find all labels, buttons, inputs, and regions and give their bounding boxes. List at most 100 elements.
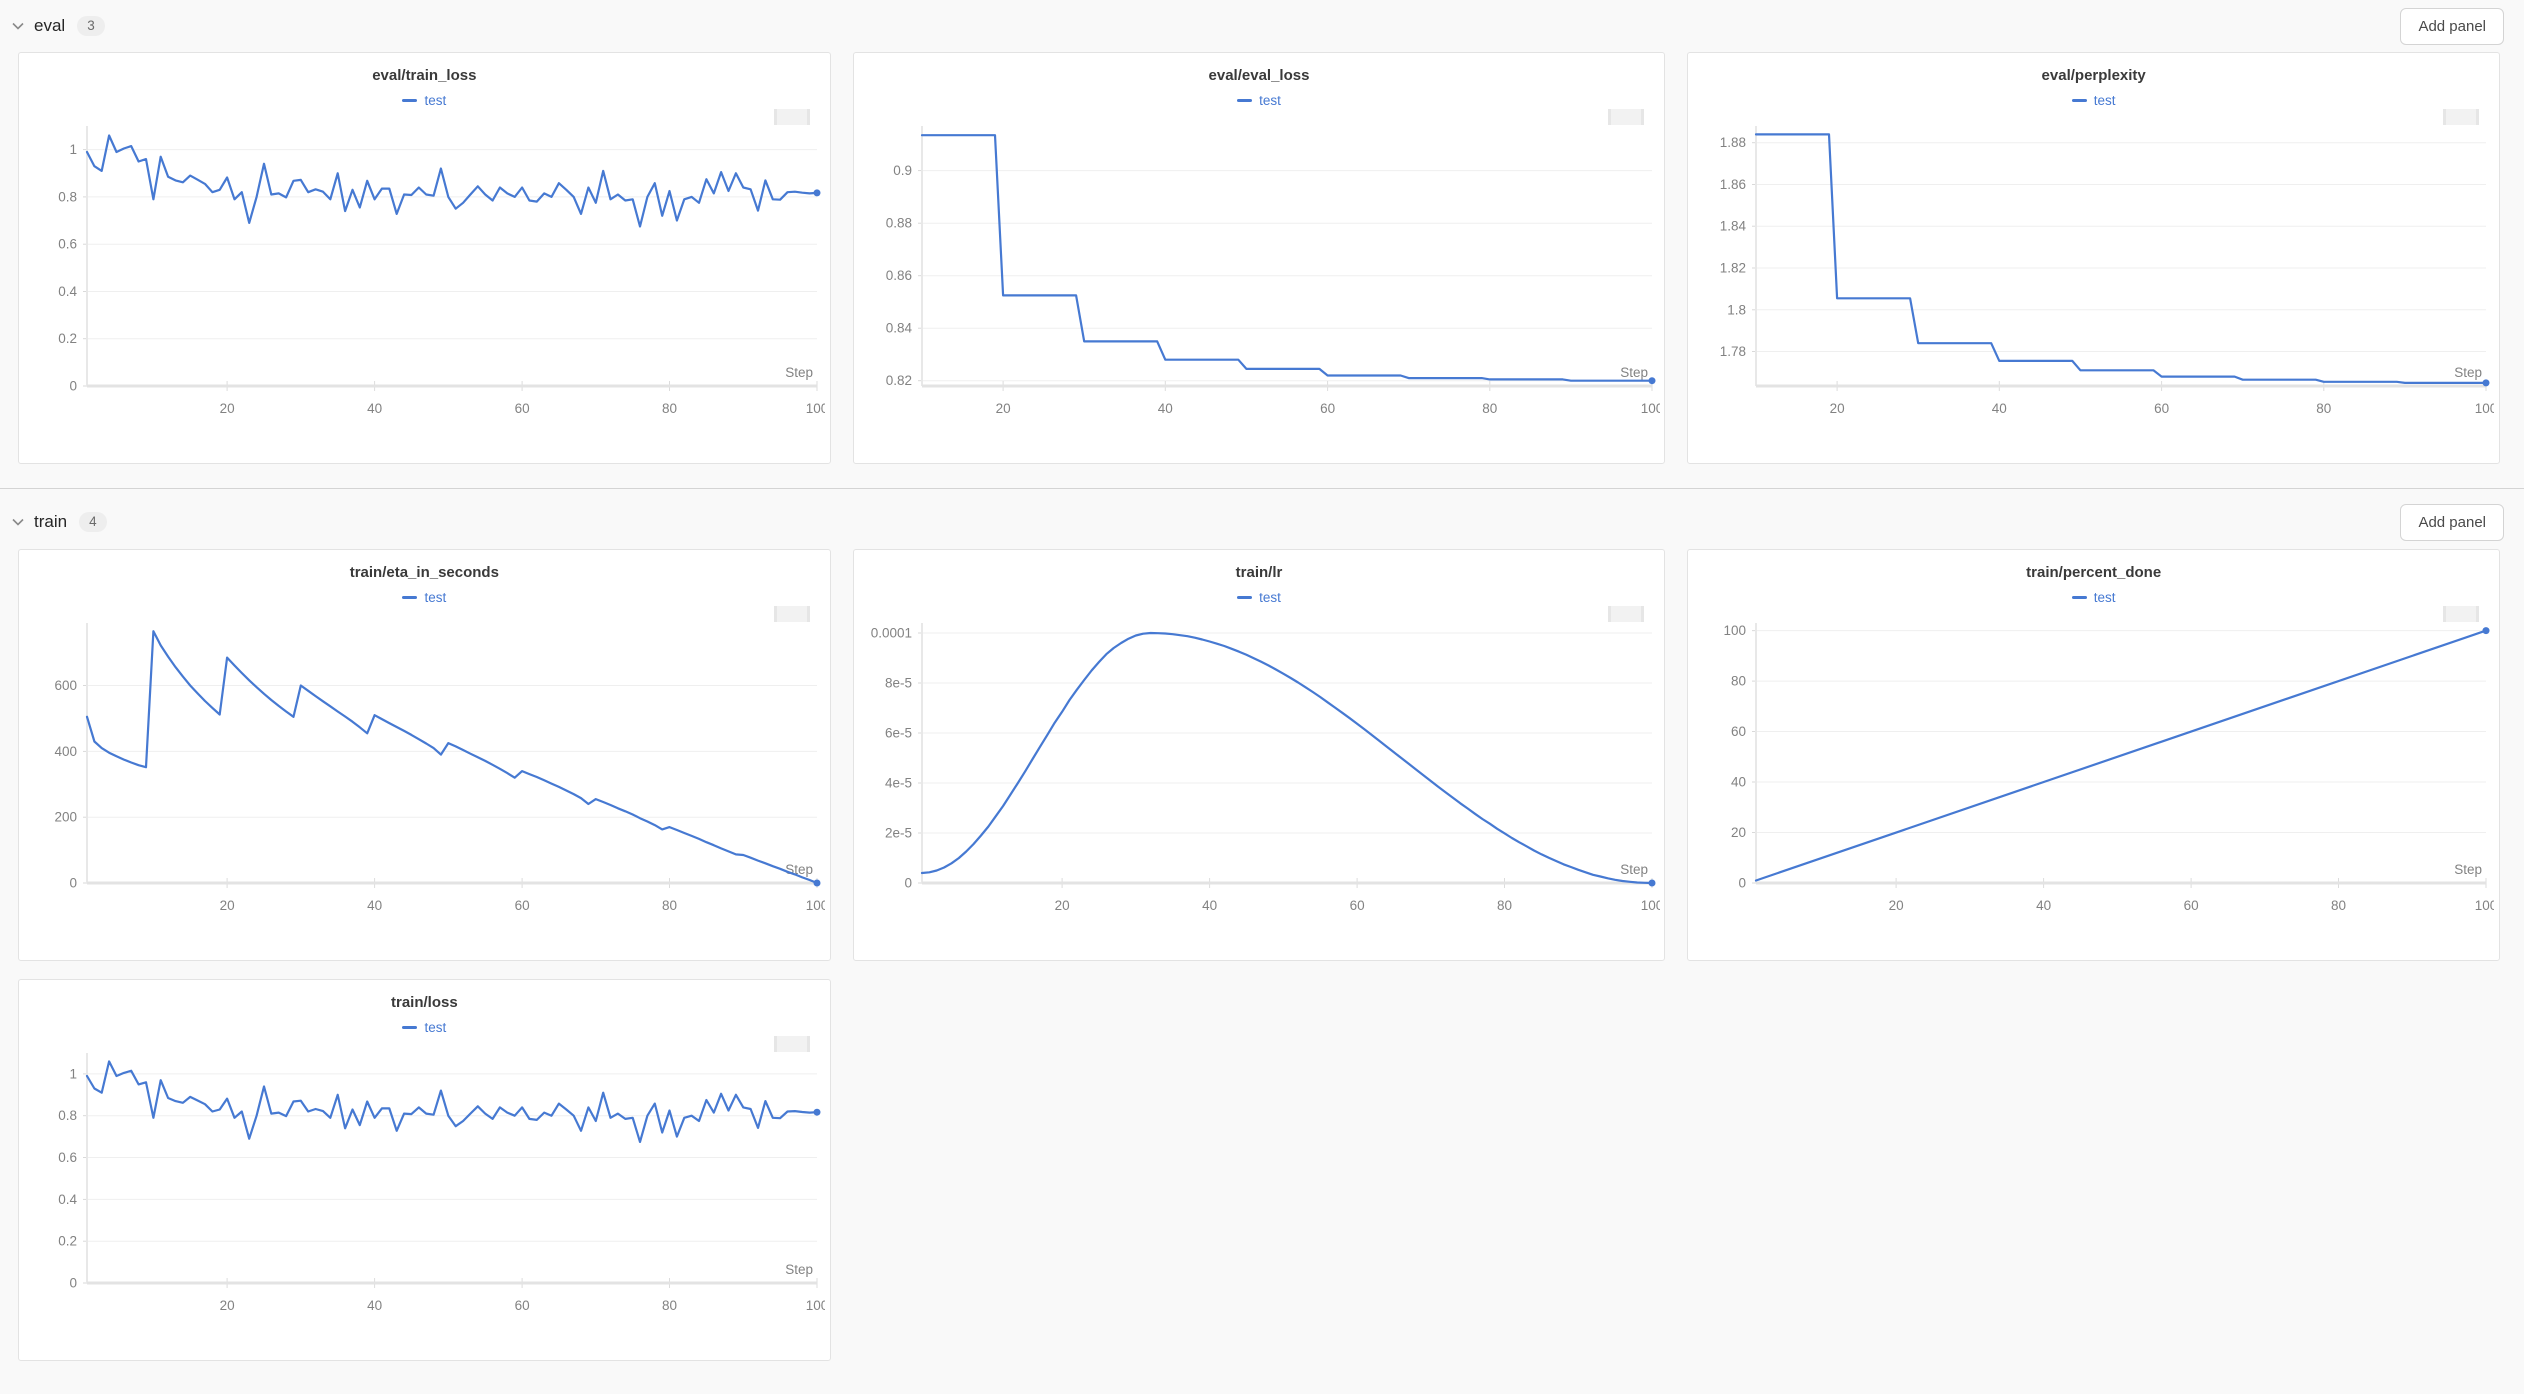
svg-text:40: 40 — [367, 1298, 382, 1313]
panel-hover-actions[interactable] — [2443, 109, 2479, 125]
svg-text:Step: Step — [2455, 365, 2483, 380]
svg-text:0.0001: 0.0001 — [870, 626, 911, 641]
svg-text:80: 80 — [1482, 401, 1497, 416]
svg-text:80: 80 — [2331, 898, 2346, 913]
legend-run-label: test — [2093, 590, 2116, 605]
svg-text:0.88: 0.88 — [885, 216, 911, 231]
svg-text:0.86: 0.86 — [885, 268, 911, 283]
svg-text:40: 40 — [1992, 401, 2007, 416]
chevron-down-icon[interactable] — [10, 18, 26, 34]
chart-title: eval/train_loss — [372, 67, 477, 84]
svg-text:20: 20 — [1731, 825, 1746, 840]
chart-panel: train/percent_done test 0 20 40 60 80 100 20 40… — [1687, 549, 2500, 961]
svg-text:80: 80 — [2317, 401, 2332, 416]
svg-text:Step: Step — [785, 1262, 813, 1277]
svg-text:60: 60 — [1349, 898, 1364, 913]
line-chart[interactable]: 0 20 40 60 80 100 20 40 60 80 100 Step — [1694, 611, 2494, 935]
svg-text:100: 100 — [806, 401, 825, 416]
section-header-train: train 4 Add panel — [0, 489, 2524, 549]
line-chart[interactable]: 0 2e-5 4e-5 6e-5 8e-5 0.0001 20 40 60 80 100 Step — [860, 611, 1660, 935]
legend-line-swatch — [2071, 98, 2087, 103]
svg-text:1.82: 1.82 — [1720, 261, 1746, 276]
add-panel-button[interactable]: Add panel — [2400, 503, 2504, 541]
section-header-eval: eval 3 Add panel — [0, 0, 2524, 52]
svg-text:80: 80 — [662, 401, 677, 416]
legend-run-label: test — [1259, 93, 1281, 108]
panel-hover-actions[interactable] — [773, 1036, 810, 1052]
svg-text:0.6: 0.6 — [58, 1150, 77, 1165]
svg-text:100: 100 — [1640, 401, 1659, 416]
svg-text:60: 60 — [1320, 401, 1335, 416]
section-title: eval — [34, 16, 66, 35]
svg-text:0: 0 — [904, 876, 912, 891]
panel-hover-actions[interactable] — [773, 109, 810, 125]
panel-count-badge: 3 — [77, 15, 105, 37]
legend-run-label: test — [1259, 590, 1281, 605]
legend-line-swatch — [1237, 98, 1253, 103]
chart-title: eval/perplexity — [2041, 67, 2146, 84]
svg-text:80: 80 — [1497, 898, 1512, 913]
svg-text:2e-5: 2e-5 — [885, 826, 912, 841]
svg-text:Step: Step — [785, 862, 813, 877]
svg-text:0.4: 0.4 — [58, 1192, 77, 1207]
chart-title: train/loss — [390, 994, 458, 1011]
panel-count-badge: 4 — [79, 511, 107, 533]
svg-text:20: 20 — [1889, 898, 1904, 913]
svg-text:0: 0 — [1739, 876, 1747, 891]
svg-text:20: 20 — [220, 401, 235, 416]
svg-text:40: 40 — [367, 401, 382, 416]
line-chart[interactable]: 1.78 1.8 1.82 1.84 1.86 1.88 20 40 60 80 100 Step — [1694, 114, 2494, 438]
svg-text:100: 100 — [1724, 623, 1747, 638]
svg-text:400: 400 — [54, 744, 77, 759]
chart-legend[interactable]: test — [854, 93, 1665, 108]
chevron-down-icon[interactable] — [10, 514, 26, 530]
svg-text:60: 60 — [2154, 401, 2169, 416]
svg-text:60: 60 — [515, 1298, 530, 1313]
line-chart[interactable]: 0 0.2 0.4 0.6 0.8 1 20 40 60 80 100 Step — [25, 114, 825, 438]
chart-panel: train/eta_in_seconds test 0 200 400 600 20 40… — [18, 549, 831, 961]
chart-legend[interactable]: test — [19, 1020, 830, 1035]
chart-legend[interactable]: test — [19, 93, 830, 108]
chart-legend[interactable]: test — [1688, 590, 2499, 605]
svg-text:40: 40 — [1731, 775, 1746, 790]
legend-run-label: test — [424, 590, 447, 605]
svg-text:20: 20 — [220, 898, 235, 913]
svg-text:0.8: 0.8 — [58, 189, 77, 204]
section-train: train 4 Add panel train/eta_in_seconds t… — [0, 489, 2524, 1361]
svg-text:0.4: 0.4 — [58, 284, 77, 299]
panel-hover-actions[interactable] — [1608, 606, 1645, 622]
legend-run-label: test — [424, 93, 447, 108]
legend-line-swatch — [2071, 595, 2087, 600]
chart-legend[interactable]: test — [1688, 93, 2499, 108]
line-chart[interactable]: 0.82 0.84 0.86 0.88 0.9 20 40 60 80 100 Step — [860, 114, 1660, 438]
chart-panel: eval/perplexity test 1.78 1.8 1.82 1.84 1.86… — [1687, 52, 2500, 464]
svg-text:0.2: 0.2 — [58, 1234, 77, 1249]
svg-text:8e-5: 8e-5 — [885, 676, 912, 691]
legend-run-label: test — [2093, 93, 2116, 108]
chart-title: eval/eval_loss — [1208, 67, 1310, 84]
legend-run-label: test — [424, 1020, 447, 1035]
svg-text:Step: Step — [1620, 365, 1648, 380]
svg-text:600: 600 — [54, 678, 77, 693]
panel-hover-actions[interactable] — [1608, 109, 1645, 125]
line-chart[interactable]: 0 200 400 600 20 40 60 80 100 Step — [25, 611, 825, 935]
chart-legend[interactable]: test — [19, 590, 830, 605]
line-chart[interactable]: 0 0.2 0.4 0.6 0.8 1 20 40 60 80 100 Step — [25, 1041, 825, 1335]
svg-text:40: 40 — [1202, 898, 1217, 913]
svg-text:1.8: 1.8 — [1728, 302, 1747, 317]
chart-legend[interactable]: test — [854, 590, 1665, 605]
svg-text:0: 0 — [69, 876, 77, 891]
legend-line-swatch — [402, 1025, 418, 1030]
svg-text:60: 60 — [515, 401, 530, 416]
legend-line-swatch — [402, 98, 418, 103]
panel-hover-actions[interactable] — [2443, 606, 2479, 622]
svg-text:0.82: 0.82 — [885, 373, 911, 388]
svg-text:20: 20 — [995, 401, 1010, 416]
svg-text:1.78: 1.78 — [1720, 344, 1746, 359]
chart-panel: train/loss test 0 0.2 0.4 0.6 0.8 1 20 40 60 80 10… — [18, 979, 831, 1361]
svg-text:20: 20 — [1054, 898, 1069, 913]
add-panel-button[interactable]: Add panel — [2400, 7, 2504, 45]
svg-text:20: 20 — [1830, 401, 1845, 416]
svg-text:4e-5: 4e-5 — [885, 776, 912, 791]
panel-hover-actions[interactable] — [773, 606, 810, 622]
